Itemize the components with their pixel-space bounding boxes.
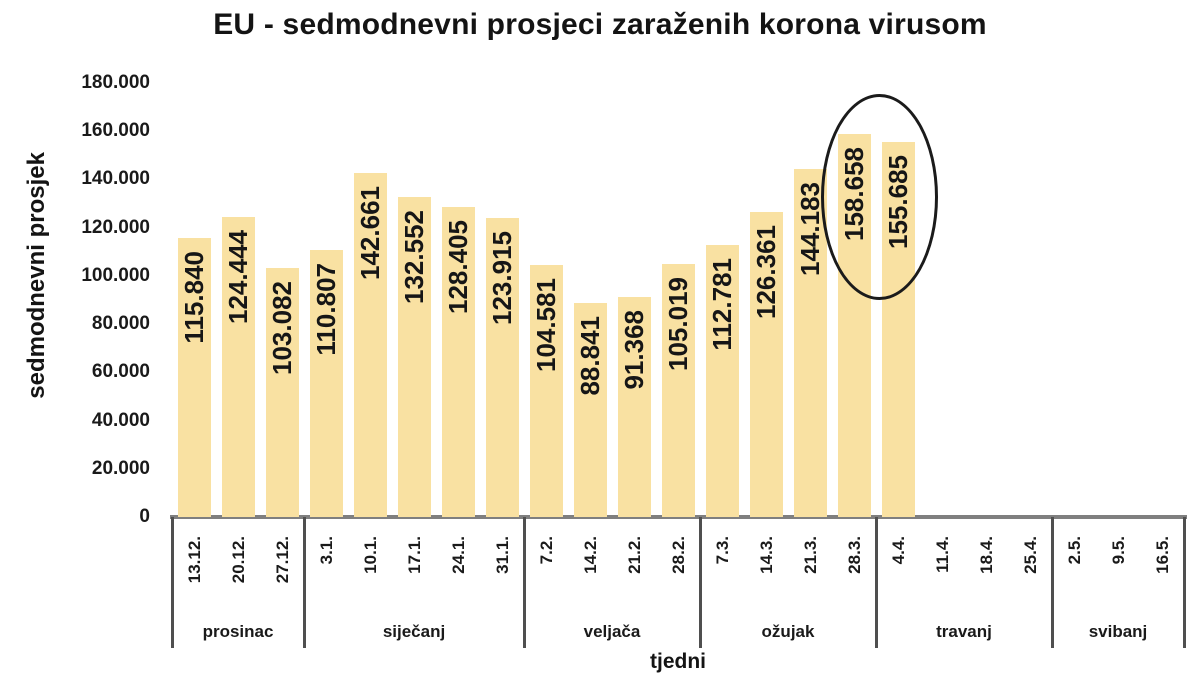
bar-value-label: 128.405 [443,220,473,315]
x-tick-label: 17.1. [404,536,424,574]
bar-17.1. [397,197,431,517]
x-tick-label: 24.1. [448,536,468,574]
bar-value-label: 123.915 [487,231,517,326]
bar-3.1. [309,249,343,517]
bar-28.2. [661,263,695,517]
x-tick-label: 18.4. [976,536,996,574]
bar-value-label: 124.444 [223,229,253,324]
x-tick-label: 10.1. [360,536,380,574]
y-tick-label: 180.000 [81,72,150,93]
x-tick-label: 7.2. [536,536,556,565]
bar-value-label: 105.019 [663,276,693,371]
highlight-ellipse-annotation [821,94,938,300]
bar-24.1. [441,207,475,517]
x-tick-label: 20.12. [228,536,248,584]
bar-value-label: 144.183 [795,182,825,277]
x-tick-label: 21.3. [800,536,820,574]
y-tick-label: 140.000 [81,168,150,190]
bar-7.3. [705,245,739,517]
bar-value-label: 103.082 [267,281,297,376]
month-group-separator [170,517,174,648]
bar-14.3. [749,212,783,517]
bar-21.3. [793,169,827,517]
y-tick-label: 0 [139,506,150,527]
bar-value-label: 115.840 [179,250,209,344]
x-axis-line [170,515,1187,519]
month-group-label: prosinac [202,622,274,641]
x-tick-label: 3.1. [316,536,336,565]
y-tick-label: 100.000 [81,264,150,286]
x-tick-label: 21.2. [624,536,644,574]
bar-13.12. [177,237,211,517]
month-group-separator [1050,517,1054,648]
y-tick-label: 40.000 [91,409,150,431]
bar-10.1. [353,173,387,517]
bar-value-label: 104.581 [531,277,561,372]
x-tick-label: 27.12. [272,536,292,584]
month-group-label: siječanj [382,622,446,641]
bar-21.2. [617,296,651,517]
bar-14.2. [573,302,607,517]
bar-31.1. [485,218,519,517]
bar-27.12. [265,268,299,517]
month-group-separator [1182,517,1186,648]
x-axis-title: tjedni [650,650,706,673]
month-group-label: svibanj [1088,622,1148,641]
x-tick-label: 13.12. [184,536,204,584]
y-tick-label: 120.000 [81,216,150,238]
month-group-label: travanj [936,622,992,641]
x-tick-label: 14.2. [580,536,600,574]
bar-value-label: 110.807 [311,262,341,356]
x-tick-label: 25.4. [1020,536,1040,574]
y-tick-label: 20.000 [91,457,150,479]
bar-value-label: 142.661 [355,186,385,280]
x-tick-label: 16.5. [1152,536,1172,574]
month-group-separator [698,517,702,648]
bar-value-label: 91.368 [619,309,649,390]
y-tick-label: 160.000 [81,120,150,142]
month-group-label: veljača [583,622,641,641]
x-tick-label: 11.4. [932,536,952,573]
x-tick-label: 2.5. [1064,536,1084,565]
month-group-separator [522,517,526,648]
month-group-label: ožujak [761,622,815,641]
x-tick-label: 14.3. [756,536,776,574]
bar-value-label: 88.841 [575,315,605,396]
chart-title: EU - sedmodnevni prosjeci zaraženih koro… [213,8,987,41]
bar-value-label: 132.552 [399,210,429,305]
x-tick-label: 31.1. [492,536,512,574]
bar-20.12. [221,216,255,517]
x-tick-label: 28.3. [844,536,864,574]
x-tick-label: 4.4. [888,536,908,565]
x-tick-label: 9.5. [1108,536,1128,565]
y-tick-label: 80.000 [91,313,150,335]
bar-value-label: 112.781 [707,258,737,351]
x-tick-label: 28.2. [668,536,688,574]
bar-value-label: 126.361 [751,225,781,320]
month-group-separator [874,517,878,648]
x-tick-label: 7.3. [712,536,732,565]
y-tick-label: 60.000 [91,361,150,383]
bar-7.2. [529,264,563,517]
month-group-separator [302,517,306,648]
